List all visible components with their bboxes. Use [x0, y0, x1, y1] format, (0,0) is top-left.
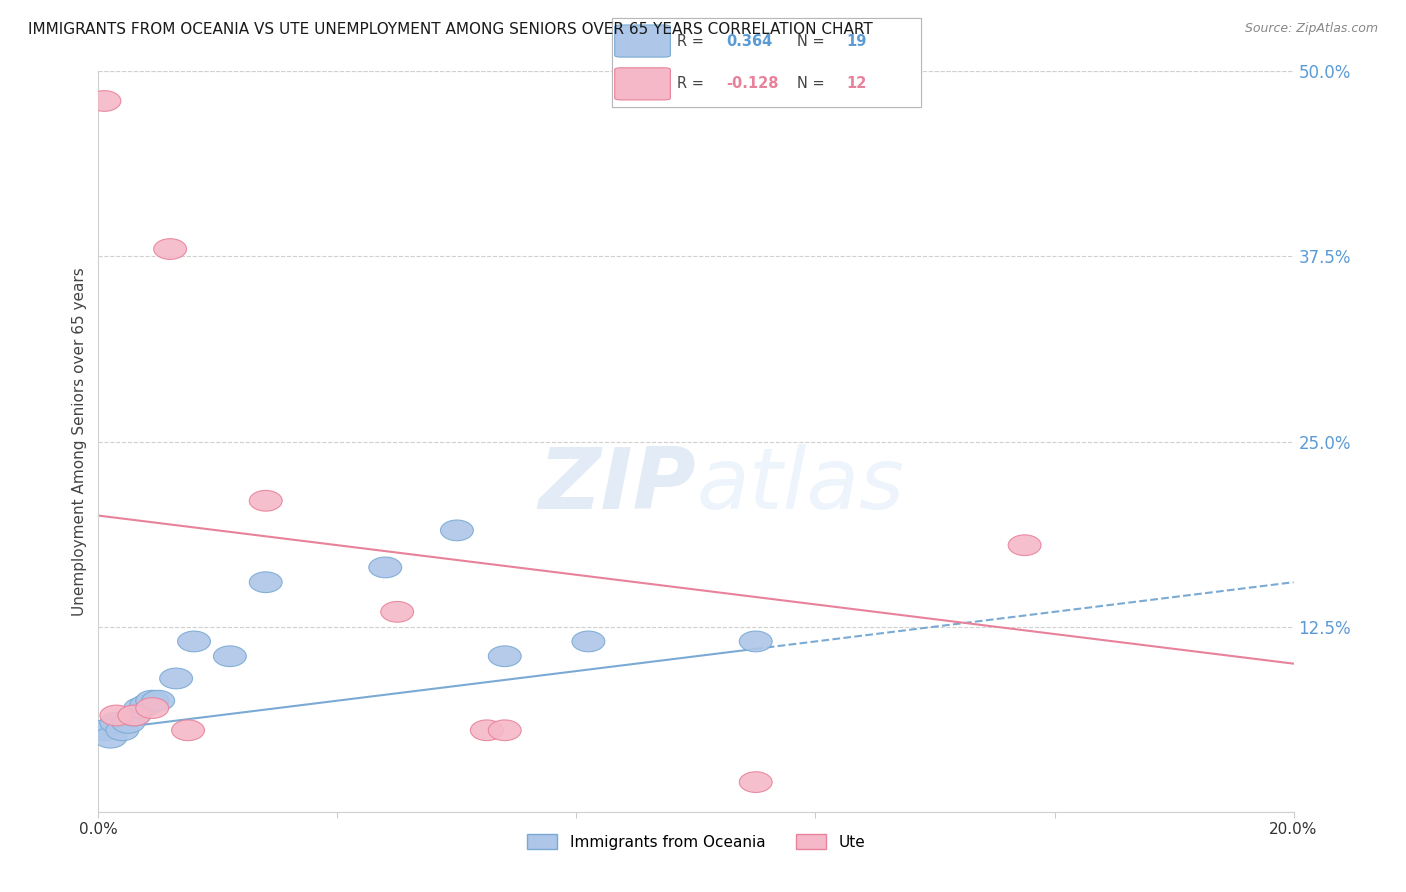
Ellipse shape	[1008, 535, 1040, 556]
Ellipse shape	[172, 720, 204, 740]
Ellipse shape	[153, 239, 187, 260]
Ellipse shape	[129, 695, 163, 715]
Text: R =: R =	[676, 34, 703, 48]
Text: -0.128: -0.128	[725, 77, 779, 91]
Text: 19: 19	[846, 34, 868, 48]
Ellipse shape	[105, 720, 139, 740]
Text: atlas: atlas	[696, 444, 904, 527]
Ellipse shape	[368, 557, 402, 578]
Ellipse shape	[100, 713, 132, 733]
Ellipse shape	[160, 668, 193, 689]
Ellipse shape	[89, 720, 121, 740]
Text: N =: N =	[797, 34, 825, 48]
Ellipse shape	[136, 698, 169, 718]
Ellipse shape	[118, 705, 150, 726]
Ellipse shape	[100, 705, 132, 726]
Ellipse shape	[249, 572, 283, 592]
Ellipse shape	[177, 631, 211, 652]
FancyBboxPatch shape	[614, 25, 671, 57]
Ellipse shape	[94, 727, 127, 748]
Ellipse shape	[740, 631, 772, 652]
Ellipse shape	[740, 772, 772, 792]
Ellipse shape	[471, 720, 503, 740]
Text: R =: R =	[676, 77, 703, 91]
Text: N =: N =	[797, 77, 825, 91]
Text: ZIP: ZIP	[538, 444, 696, 527]
Ellipse shape	[136, 690, 169, 711]
Ellipse shape	[488, 646, 522, 666]
Ellipse shape	[112, 713, 145, 733]
Ellipse shape	[440, 520, 474, 541]
Text: 0.364: 0.364	[725, 34, 772, 48]
Ellipse shape	[572, 631, 605, 652]
FancyBboxPatch shape	[612, 18, 921, 107]
Ellipse shape	[249, 491, 283, 511]
Text: 12: 12	[846, 77, 868, 91]
Ellipse shape	[381, 601, 413, 623]
Y-axis label: Unemployment Among Seniors over 65 years: Unemployment Among Seniors over 65 years	[72, 268, 87, 615]
Ellipse shape	[89, 91, 121, 112]
FancyBboxPatch shape	[614, 68, 671, 100]
Ellipse shape	[214, 646, 246, 666]
Ellipse shape	[124, 698, 156, 718]
Text: IMMIGRANTS FROM OCEANIA VS UTE UNEMPLOYMENT AMONG SENIORS OVER 65 YEARS CORRELAT: IMMIGRANTS FROM OCEANIA VS UTE UNEMPLOYM…	[28, 22, 873, 37]
Text: Source: ZipAtlas.com: Source: ZipAtlas.com	[1244, 22, 1378, 36]
Legend: Immigrants from Oceania, Ute: Immigrants from Oceania, Ute	[520, 828, 872, 856]
Ellipse shape	[142, 690, 174, 711]
Ellipse shape	[118, 705, 150, 726]
Ellipse shape	[488, 720, 522, 740]
